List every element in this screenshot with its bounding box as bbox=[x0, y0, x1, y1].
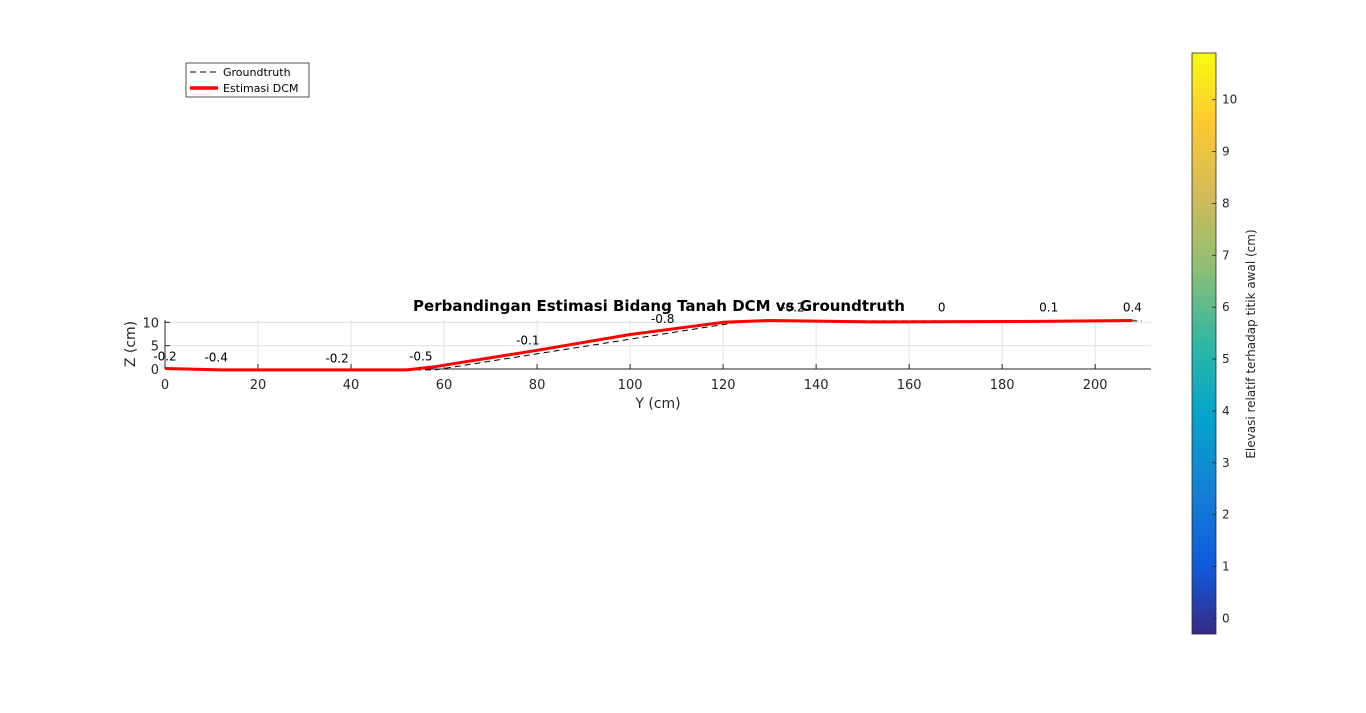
grid bbox=[164, 320, 1151, 370]
x-tick-label: 0 bbox=[161, 378, 169, 393]
error-annotation: 0 bbox=[938, 301, 946, 315]
error-annotation: 0.4 bbox=[1123, 301, 1142, 315]
annotations: -0.2 -0.4 -0.2 -0.5 -0.1 -0.8 -0.2 0 0.1 0.4 bbox=[153, 301, 1142, 366]
x-tick-label: 180 bbox=[990, 378, 1015, 393]
colorbar-gradient bbox=[1191, 52, 1217, 635]
colorbar-tick-label: 1 bbox=[1222, 560, 1230, 574]
y-tick-label: 10 bbox=[142, 316, 159, 331]
colorbar-tick-label: 4 bbox=[1222, 404, 1230, 418]
error-annotation: -0.2 bbox=[325, 351, 348, 365]
error-annotation: 0.1 bbox=[1039, 301, 1058, 315]
x-tick-label: 160 bbox=[897, 378, 922, 393]
error-annotation: -0.2 bbox=[153, 350, 176, 364]
error-annotation: -0.8 bbox=[651, 312, 674, 326]
error-annotation: -0.1 bbox=[516, 334, 539, 348]
colorbar-tick-label: 0 bbox=[1222, 611, 1230, 625]
x-tick-label: 20 bbox=[250, 378, 267, 393]
series bbox=[164, 319, 1142, 372]
y-tick-label: 5 bbox=[151, 340, 159, 355]
error-annotation: -0.5 bbox=[409, 350, 432, 364]
colorbar-tick-label: 10 bbox=[1222, 93, 1237, 107]
chart-title: Perbandingan Estimasi Bidang Tanah DCM v… bbox=[413, 297, 905, 315]
colorbar-tick-label: 7 bbox=[1222, 248, 1230, 262]
estimasi-dcm-line bbox=[164, 319, 1133, 372]
x-tick-label: 40 bbox=[343, 378, 360, 393]
legend-box bbox=[185, 62, 310, 98]
plot-axes: 0 20 40 60 80 100 120 140 160 180 200 0 5 10 -0.2 -0.4… bbox=[142, 301, 1151, 393]
error-annotation: -0.4 bbox=[204, 351, 227, 365]
x-tick-label: 80 bbox=[529, 378, 546, 393]
colorbar-tick-label: 3 bbox=[1222, 456, 1230, 470]
x-tick-label: 60 bbox=[436, 378, 453, 393]
colorbar-label: Elevasi relatif terhadap titik awal (cm) bbox=[1244, 229, 1258, 458]
x-tick-label: 140 bbox=[804, 378, 829, 393]
error-annotation: -0.2 bbox=[781, 301, 804, 315]
legend: Groundtruth Estimasi DCM bbox=[185, 62, 310, 98]
y-axis-label: Z (cm) bbox=[123, 321, 139, 367]
x-axis-label: Y (cm) bbox=[634, 396, 680, 412]
x-tick-label: 100 bbox=[618, 378, 643, 393]
x-tick-label: 200 bbox=[1083, 378, 1108, 393]
colorbar-tick-label: 5 bbox=[1222, 352, 1230, 366]
colorbar-tick-label: 6 bbox=[1222, 300, 1230, 314]
colorbar-tick-label: 8 bbox=[1222, 196, 1230, 210]
y-tick-label: 0 bbox=[151, 363, 159, 378]
legend-groundtruth-label: Groundtruth bbox=[223, 66, 291, 79]
colorbar: 0 1 2 3 4 5 6 7 8 9 10 Elevasi relatif terhadap ti… bbox=[1191, 52, 1258, 635]
x-tick-label: 120 bbox=[711, 378, 736, 393]
colorbar-tick-label: 2 bbox=[1222, 508, 1230, 522]
legend-estimasi-label: Estimasi DCM bbox=[223, 82, 298, 95]
colorbar-tick-label: 9 bbox=[1222, 145, 1230, 159]
colorbar-ticks: 0 1 2 3 4 5 6 7 8 9 10 bbox=[1212, 93, 1237, 625]
ticks: 0 20 40 60 80 100 120 140 160 180 200 0 5 10 bbox=[142, 316, 1107, 393]
